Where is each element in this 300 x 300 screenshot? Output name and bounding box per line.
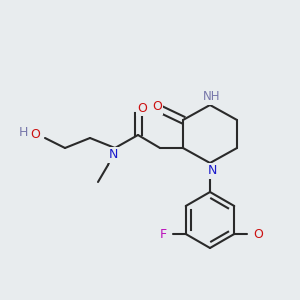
Text: N: N xyxy=(108,148,118,161)
Text: O: O xyxy=(152,100,162,113)
Text: O: O xyxy=(137,101,147,115)
Text: H: H xyxy=(18,127,28,140)
Text: O: O xyxy=(253,227,263,241)
Text: N: N xyxy=(207,164,217,178)
Text: NH: NH xyxy=(203,91,221,103)
Text: O: O xyxy=(30,128,40,142)
Text: F: F xyxy=(160,227,167,241)
